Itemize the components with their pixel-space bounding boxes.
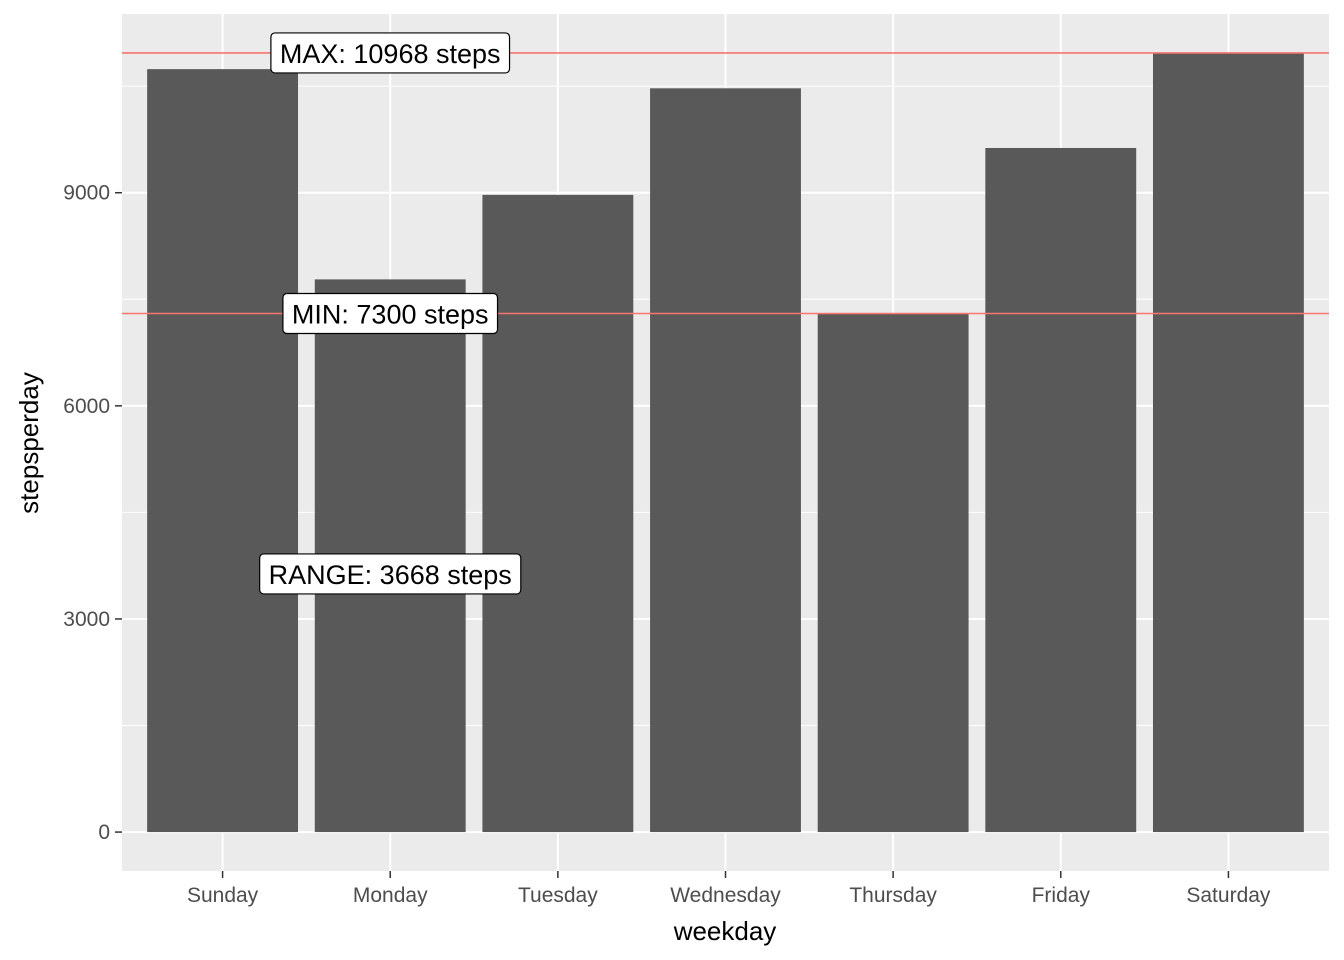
y-axis-title: stepsperday [14,372,44,514]
bar-thursday [817,313,969,833]
annotation-box [282,292,499,335]
y-tick-label: 9000 [63,182,110,205]
bar-wednesday [650,88,801,833]
y-tick-label: 0 [98,821,110,844]
annotation-box [259,553,522,595]
annotation-text: MAX: 10968 steps [280,39,501,69]
bar-friday [985,147,1137,833]
y-tick-label: 3000 [63,608,110,631]
x-tick-label: Wednesday [670,884,781,907]
axes: 0 3000 6000 9000 Sunday Monday Tuesday Wednesda… [63,182,1271,907]
x-tick-label: Monday [353,884,428,907]
x-tick-label: Tuesday [518,884,598,907]
x-tick-label: Thursday [849,884,937,907]
bars [147,52,1304,833]
annotation-label: MIN: 7300 steps [282,292,499,335]
annotation-box [270,32,511,74]
x-axis-title: weekday [673,916,777,946]
bar-sunday [147,69,299,833]
x-tick-label: Friday [1032,884,1091,907]
bar-tuesday [482,194,634,833]
annotation-label: RANGE: 3668 steps [259,553,522,595]
annotation-text: RANGE: 3668 steps [269,560,512,590]
x-tick-label: Sunday [187,884,259,907]
y-tick-label: 6000 [63,395,110,418]
bar-saturday [1152,52,1304,833]
annotation-text: MIN: 7300 steps [292,299,489,329]
annotations: MAX: 10968 steps MIN: 7300 steps RANGE: 36… [259,32,522,595]
annotation-label: MAX: 10968 steps [270,32,511,74]
x-tick-label: Saturday [1186,884,1271,907]
